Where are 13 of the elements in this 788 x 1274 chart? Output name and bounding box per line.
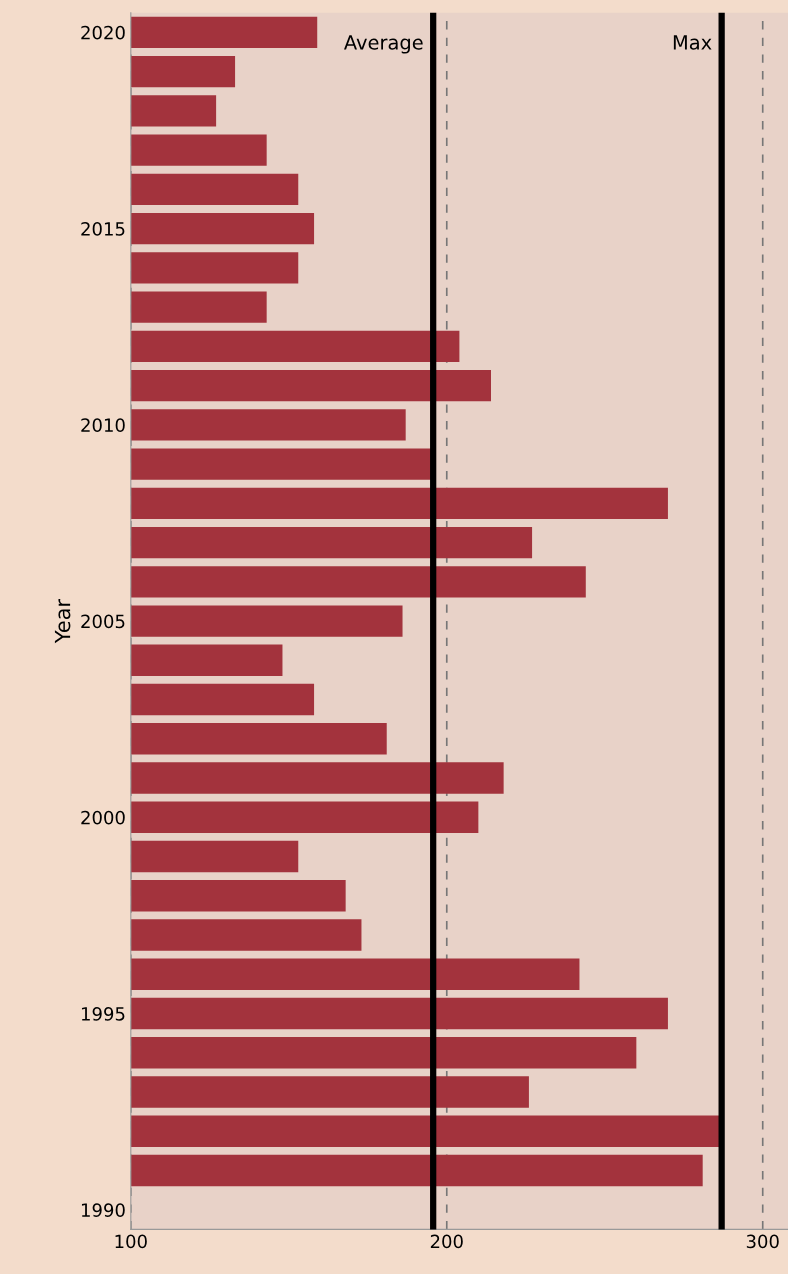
y-tick-label: 1990 (81, 1203, 125, 1217)
y-axis-title: Year (54, 599, 71, 644)
x-tick-label: 200 (430, 1234, 463, 1249)
y-tick-label: 2005 (81, 614, 125, 629)
ref-line-label: Max (673, 35, 712, 50)
y-tick-label: 2020 (81, 25, 125, 40)
y-tick-label: 2000 (81, 810, 125, 825)
ref-line-label: Average (344, 35, 423, 54)
y-tick-label: 2010 (81, 418, 125, 432)
x-tick-label: 100 (115, 1234, 147, 1249)
y-tick-label: 1995 (81, 1007, 125, 1021)
y-tick-label: 2015 (81, 222, 125, 236)
x-tick-label: 300 (746, 1234, 779, 1249)
